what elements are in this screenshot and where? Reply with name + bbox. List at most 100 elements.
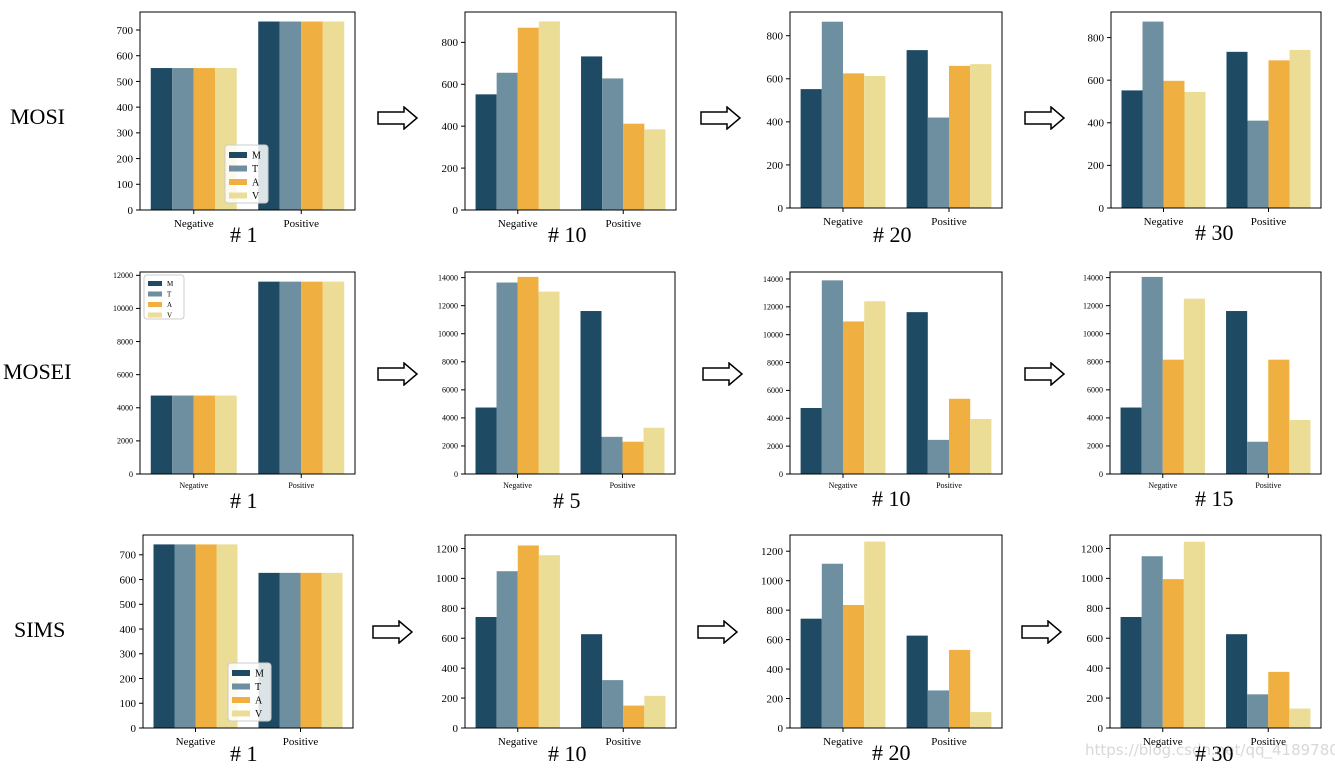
legend-swatch-m [232, 670, 250, 676]
plot-frame [464, 11, 677, 211]
y-tick-label: 1000 [761, 576, 784, 588]
right-arrow-icon [702, 362, 744, 386]
y-tick-label: 12000 [763, 303, 783, 312]
x-tick-label: Negative [503, 481, 532, 490]
y-tick-label: 0 [1099, 470, 1103, 479]
y-tick-label: 6000 [767, 386, 783, 395]
y-tick-label: 600 [767, 634, 784, 646]
bar-v-negative [538, 555, 560, 728]
y-tick-label: 0 [129, 470, 133, 479]
y-tick-label: 0 [131, 723, 137, 735]
bar-a-negative [1163, 80, 1185, 208]
bar-chart-mosei-6: Negative Positive 0 2000 4000 6000 8000 10000 12… [763, 271, 1003, 490]
bar-m-negative [150, 395, 173, 474]
bar-t-positive [1247, 694, 1269, 728]
bar-a-negative [1162, 359, 1184, 474]
legend-box [224, 144, 269, 204]
bar-a-negative [193, 395, 216, 474]
x-tick-label: Positive [1255, 481, 1281, 490]
x-tick-label: Negative [174, 218, 214, 230]
y-tick-label: 800 [1087, 603, 1104, 615]
y-tick-label: 800 [1088, 32, 1105, 44]
y-tick-label: 400 [442, 663, 459, 675]
legend-swatch-t [232, 683, 250, 690]
legend-label-a: A [255, 696, 263, 707]
bar-m-positive [581, 56, 603, 210]
bar-a-positive [623, 705, 645, 728]
legend-label-m: M [167, 280, 174, 288]
x-tick-label: Positive [284, 218, 320, 230]
row-label-mosi: MOSI [10, 104, 66, 129]
bar-t-positive [1247, 441, 1269, 474]
bar-v-negative [215, 395, 237, 474]
bar-t-negative [821, 563, 843, 728]
y-tick-label: 400 [1088, 118, 1105, 130]
y-tick-label: 12000 [438, 301, 458, 310]
bar-chart-sims-10: Negative Positive 0 200 400 600 800 1000 1200 [761, 534, 1003, 748]
x-tick-label: Negative [179, 481, 208, 490]
y-tick-label: 800 [442, 603, 459, 615]
bar-t-positive [279, 572, 301, 728]
y-tick-label: 200 [120, 673, 137, 685]
bar-v-positive [321, 572, 343, 728]
right-arrow-icon [377, 362, 419, 386]
bar-m-negative [475, 616, 497, 728]
right-arrow-icon [1024, 106, 1066, 130]
bar-chart-mosi-3: Negative Positive 0 200 400 600 800 [1088, 11, 1322, 228]
bar-m-positive [1226, 634, 1248, 728]
bar-m-positive [906, 635, 928, 728]
x-tick-label: Positive [931, 736, 967, 748]
bar-a-positive [1268, 671, 1290, 728]
row-label-mosei: MOSEI [3, 359, 72, 384]
legend-label-t: T [255, 682, 261, 693]
x-tick-label: Negative [1143, 736, 1183, 748]
x-tick-label: Negative [829, 481, 858, 490]
bar-t-negative [1141, 556, 1163, 728]
x-tick-label: Positive [606, 736, 642, 748]
bar-t-negative [821, 280, 843, 474]
y-tick-label: 200 [442, 693, 459, 705]
plot-frame [789, 11, 1003, 209]
bar-m-positive [906, 312, 928, 474]
bar-v-positive [644, 695, 666, 728]
bar-m-negative [153, 544, 175, 728]
bar-t-positive [927, 439, 949, 474]
legend-swatch-v [229, 192, 247, 199]
x-tick-label: Negative [823, 216, 863, 228]
bar-a-positive [301, 281, 323, 474]
bar-m-negative [1120, 616, 1142, 728]
bar-a-positive [623, 123, 645, 210]
bar-v-positive [322, 21, 345, 211]
bar-m-negative [475, 407, 497, 474]
y-tick-label: 8000 [117, 337, 133, 346]
bar-m-negative [800, 89, 822, 208]
bar-t-positive [602, 78, 624, 211]
y-tick-label: 0 [454, 470, 458, 479]
y-tick-label: 2000 [1087, 442, 1103, 451]
y-tick-label: 14000 [1083, 273, 1103, 282]
bar-t-positive [279, 21, 302, 211]
step-label: # 30 [1195, 741, 1234, 766]
right-arrow-icon [372, 620, 414, 644]
legend-swatch-v [148, 312, 162, 318]
x-tick-label: Positive [931, 216, 967, 228]
step-label: # 1 [230, 741, 258, 766]
bar-t-positive [1247, 120, 1269, 208]
x-tick-label: Positive [288, 481, 314, 490]
bar-v-positive [643, 427, 665, 474]
step-label: # 20 [873, 222, 912, 247]
step-label: # 10 [548, 741, 587, 766]
x-tick-label: Negative [176, 736, 216, 748]
plot-frame [139, 271, 356, 475]
y-tick-label: 1000 [436, 573, 459, 585]
y-tick-label: 4000 [1087, 414, 1103, 423]
legend-swatch-a [232, 697, 250, 703]
bar-chart-sims-11: Negative Positive 0 200 400 600 800 1000 1200 [1081, 534, 1322, 748]
bar-chart-mosi-1: Negative Positive 0 200 400 600 800 [442, 11, 677, 230]
legend-swatch-a [229, 179, 247, 185]
bar-v-positive [1289, 49, 1311, 208]
y-tick-label: 14000 [438, 273, 458, 282]
y-tick-label: 0 [1099, 203, 1105, 215]
